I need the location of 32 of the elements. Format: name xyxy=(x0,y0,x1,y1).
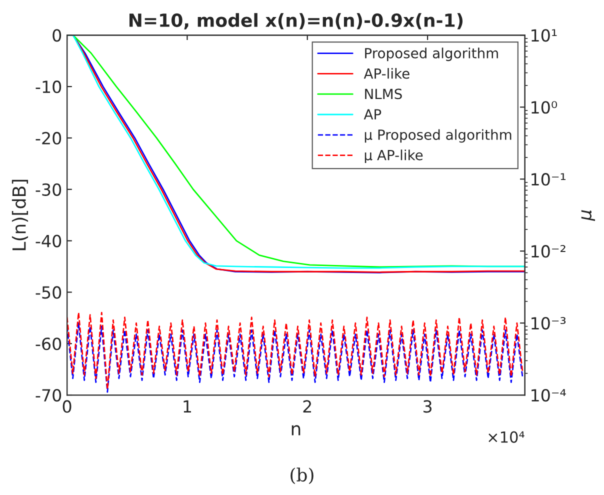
y-tick-label: -50 xyxy=(36,286,62,299)
y2-tick-label: 10⁻² xyxy=(532,245,566,258)
y2-tick-label: 10⁻¹ xyxy=(532,173,566,186)
chart-title: N=10, model x(n)=n(n)-0.9x(n-1) xyxy=(129,13,463,30)
legend-label: AP-like xyxy=(364,68,410,79)
legend-label: NLMS xyxy=(365,88,402,100)
y2-tick-label: 10⁻⁴ xyxy=(532,388,566,402)
y-tick-label: -60 xyxy=(36,338,62,350)
y-tick-label: -70 xyxy=(36,388,62,402)
x-tick-label: 1 xyxy=(184,400,191,413)
y2-tick-label: 10⁻³ xyxy=(532,317,566,330)
x-axis-title: n xyxy=(292,425,300,436)
text: ×10⁴ xyxy=(488,431,524,443)
text: (b) xyxy=(290,468,314,484)
line-series xyxy=(67,322,524,393)
y-tick-label: 0 xyxy=(52,29,62,42)
legend-label: AP xyxy=(364,109,382,120)
x-tick-label: 2 xyxy=(303,400,312,413)
line-series xyxy=(67,312,524,390)
y2-tick-label: 10⁰ xyxy=(532,101,558,114)
x-tick-label: 0 xyxy=(62,400,72,413)
y-tick-label: -20 xyxy=(36,132,62,145)
x-tick-label: 3 xyxy=(424,400,432,413)
y-tick-label: -10 xyxy=(36,80,62,94)
legend-label: μ Proposed algorithm xyxy=(364,129,512,143)
y-tick-label: -40 xyxy=(36,234,62,248)
legend-label: μ AP-like xyxy=(364,150,423,164)
legend-label: Proposed algorithm xyxy=(365,48,498,62)
y2-axis-title: μ xyxy=(581,210,596,222)
y2-tick-label: 10¹ xyxy=(532,29,557,42)
y-tick-label: -30 xyxy=(36,183,62,196)
y-axis-title: L(n)[dB] xyxy=(12,180,28,250)
